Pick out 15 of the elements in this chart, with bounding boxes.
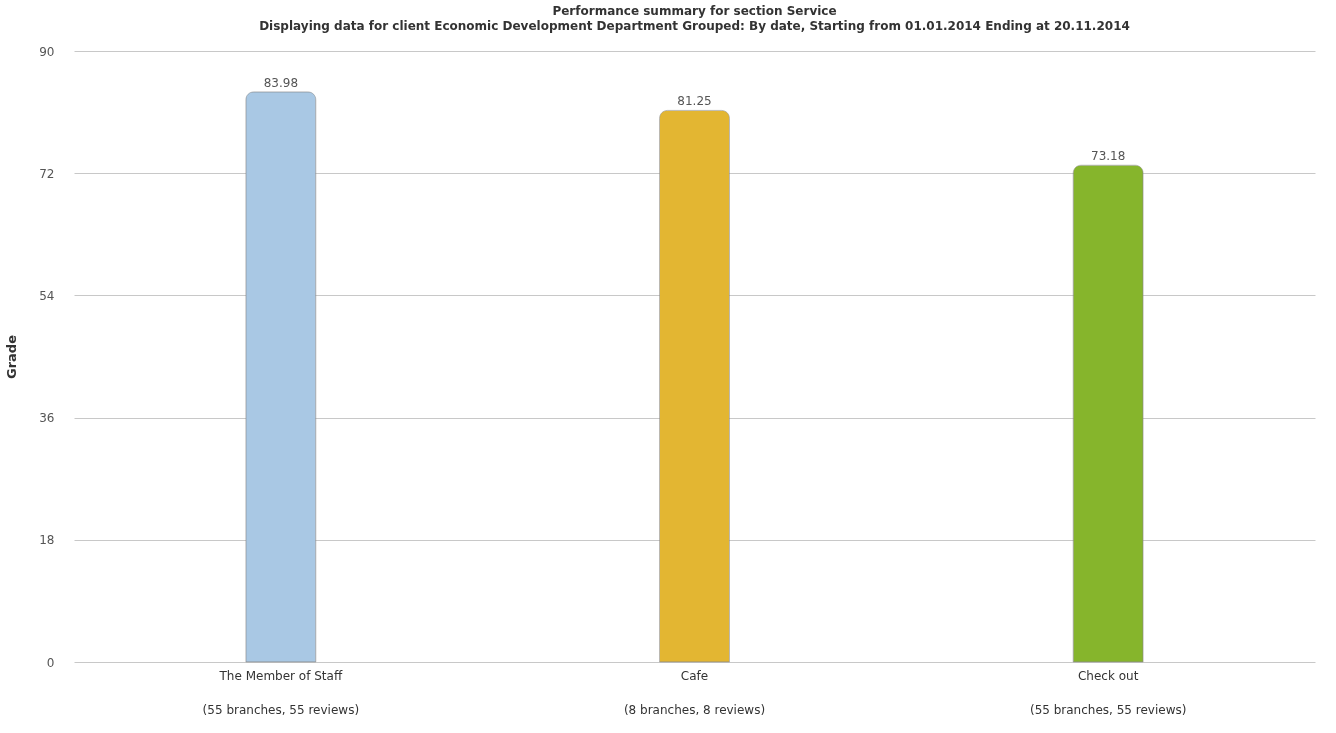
y-axis-title: Grade: [4, 334, 20, 379]
chart-title: Performance summary for section Service: [552, 4, 837, 18]
y-tick-label: 36: [39, 411, 55, 426]
y-tick-label: 90: [39, 44, 55, 59]
y-tick-label: 0: [46, 655, 55, 670]
data-label: 73.18: [1090, 149, 1126, 164]
y-tick-label: 54: [39, 288, 55, 303]
y-tick-label: 18: [39, 533, 55, 548]
y-tick-label: 72: [39, 166, 55, 181]
category-label: Cafe (8 branches, 8 reviews): [623, 668, 766, 717]
category-label: Check out (55 branches, 55 reviews): [1029, 668, 1187, 717]
data-label: 81.25: [677, 94, 712, 109]
chart-subtitle: Displaying data for client Economic Development Department Grouped: By date, Starting from 01.01.2014 Ending at 20.11.2014: [259, 19, 1130, 33]
category-label: The Member of Staff (55 branches, 55 reviews): [202, 668, 360, 717]
data-label: 83.98: [263, 75, 299, 90]
